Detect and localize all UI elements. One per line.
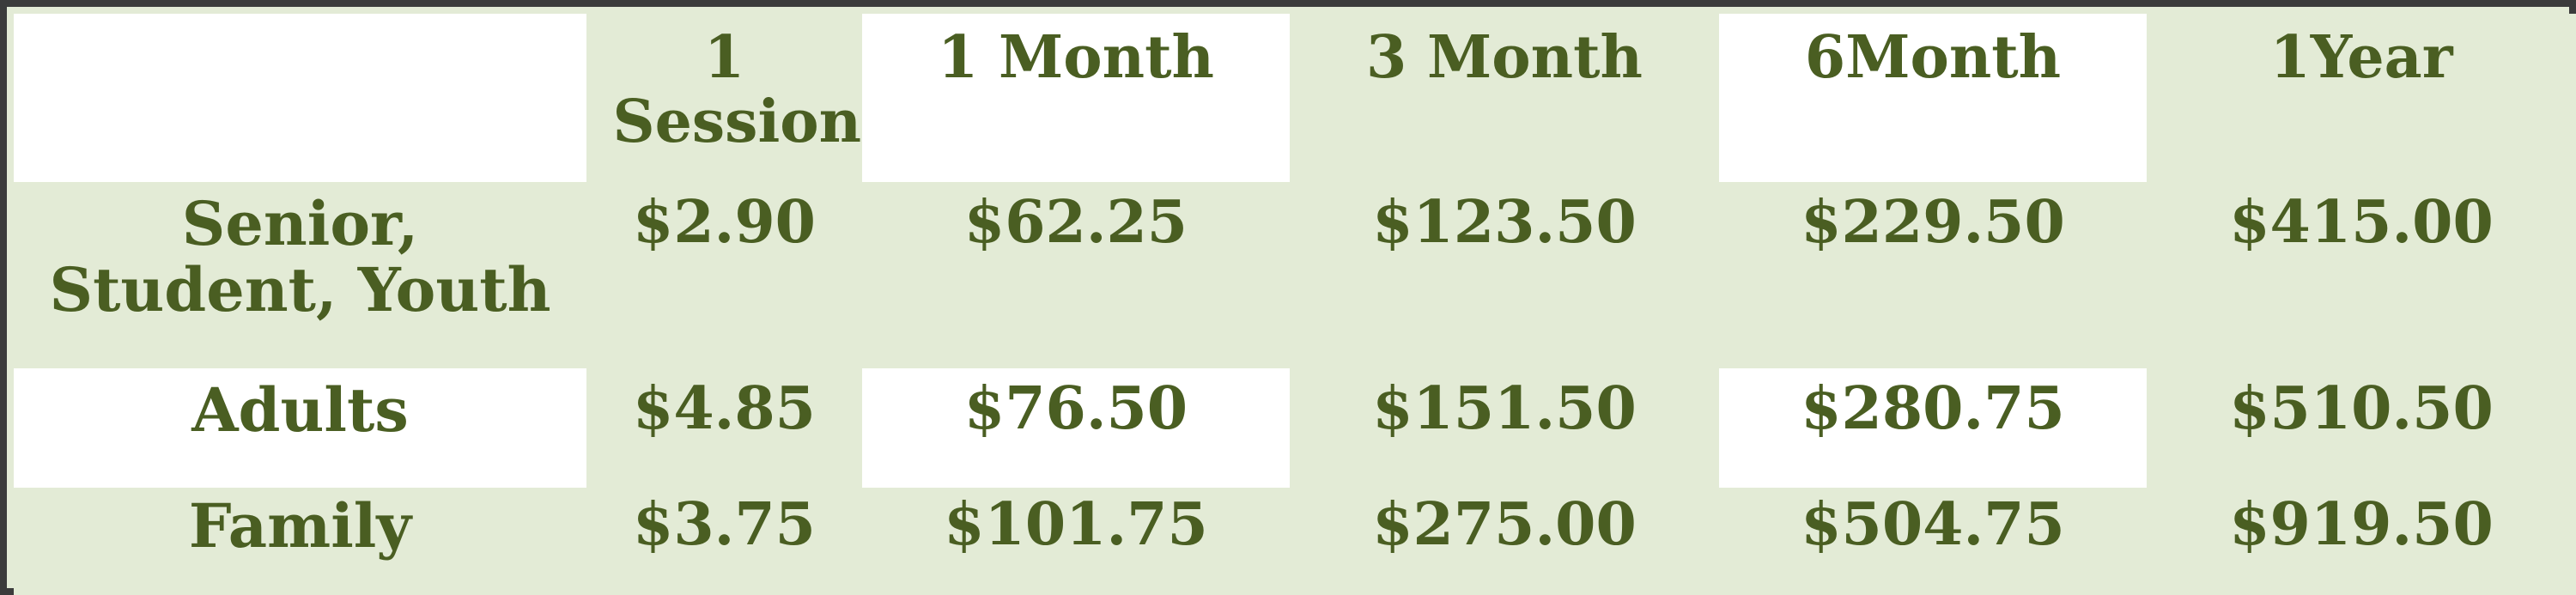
price-cell: $151.50 <box>1290 368 1719 488</box>
price-cell: $504.75 <box>1801 490 2065 559</box>
price-cell: $415.00 <box>2229 188 2494 257</box>
price-cell: $3.75 <box>633 490 816 559</box>
row-label-senior-student-youth: Senior, Student, Youth <box>14 182 586 368</box>
row-label-family: Family <box>188 490 412 562</box>
header-1-session-label: 1 Session <box>612 23 862 156</box>
row-label-text: Senior, Student, Youth <box>49 188 551 325</box>
header-empty-cell <box>14 14 586 182</box>
row-label-adults: Adults <box>14 368 586 488</box>
price-cell: $101.75 <box>944 490 1208 559</box>
header-1-session: 1 Session <box>586 14 862 182</box>
header-row: 1 Session 1 Month 3 Month 6Month 1Year <box>14 14 2576 182</box>
price-cell: $62.25 <box>963 188 1188 257</box>
header-1-year: 1Year <box>2147 14 2576 182</box>
price-cell: $123.50 <box>1372 188 1637 257</box>
price-cell: $275.00 <box>1372 490 1637 559</box>
price-cell: $510.50 <box>2147 368 2576 488</box>
table-row-adults: Adults $4.85 $76.50 $151.50 $280.75 $510… <box>14 368 2576 488</box>
price-cell: $919.50 <box>2229 490 2494 559</box>
price-cell: $229.50 <box>1801 188 2065 257</box>
pricing-table: 1 Session 1 Month 3 Month 6Month 1Year S… <box>14 14 2576 595</box>
header-3-month: 3 Month <box>1290 14 1719 182</box>
price-cell: $280.75 <box>1719 368 2147 488</box>
price-cell: $4.85 <box>586 368 862 488</box>
header-1-month: 1 Month <box>862 14 1290 182</box>
table-row-senior-student-youth: Senior, Student, Youth $2.90 $62.25 $123… <box>14 182 2576 368</box>
price-cell: $76.50 <box>862 368 1290 488</box>
table-row-family: Family $3.75 $101.75 $275.00 $504.75 $91… <box>14 488 2576 595</box>
header-6-month: 6Month <box>1719 14 2147 182</box>
price-cell: $2.90 <box>633 188 816 257</box>
